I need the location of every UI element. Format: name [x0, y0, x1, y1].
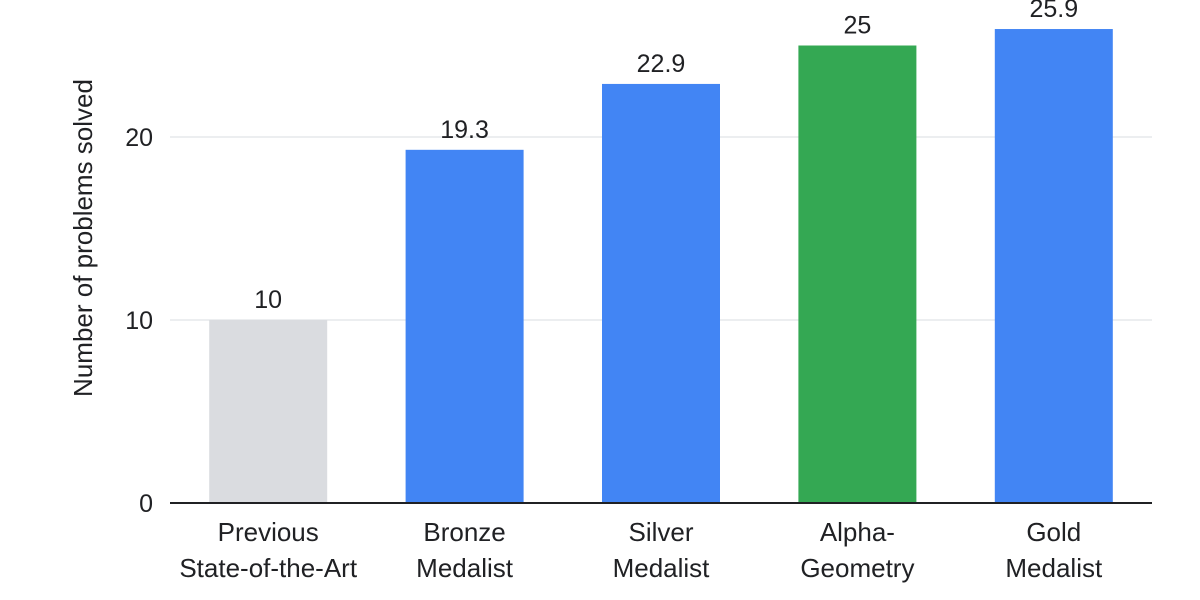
x-category-label-line: Silver	[628, 517, 693, 547]
bar	[798, 45, 917, 503]
bars	[209, 29, 1113, 504]
bar	[602, 83, 720, 504]
bar-value-label: 25	[843, 12, 871, 40]
x-category-label-line: Bronze	[423, 517, 505, 547]
x-category-label: Gold Medalist	[1005, 517, 1103, 583]
x-category-label-line: Gold	[1026, 517, 1081, 547]
x-category-label-line: Alpha-	[820, 517, 895, 547]
y-tick-labels: 0 10 20	[125, 124, 153, 518]
x-category-label-line: Geometry	[800, 553, 914, 583]
x-category-label-line: Previous	[218, 517, 319, 547]
bar	[994, 29, 1113, 504]
x-category-label-line: Medalist	[1005, 553, 1103, 583]
x-category-label: Bronze Medalist	[416, 517, 514, 583]
x-category-label-line: Medalist	[416, 553, 514, 583]
x-category-label-line: State-of-the-Art	[179, 553, 358, 583]
x-category-label-line: Medalist	[613, 553, 711, 583]
bar-value-label: 25.9	[1029, 0, 1078, 23]
y-tick-label: 0	[139, 490, 153, 518]
bar-value-label: 19.3	[440, 116, 489, 144]
value-labels: 10 19.3 22.9 25 25.9	[254, 0, 1078, 314]
bar-value-label: 22.9	[637, 50, 686, 78]
x-category-label: Silver Medalist	[613, 517, 711, 583]
y-axis-title: Number of problems solved	[68, 79, 98, 397]
bar-value-label: 10	[254, 286, 282, 314]
y-tick-label: 20	[125, 124, 153, 152]
y-tick-label: 10	[125, 307, 153, 335]
bar	[405, 149, 524, 503]
x-category-label: Alpha- Geometry	[800, 517, 914, 583]
bar	[209, 320, 328, 503]
x-category-label: Previous State-of-the-Art	[179, 517, 358, 583]
